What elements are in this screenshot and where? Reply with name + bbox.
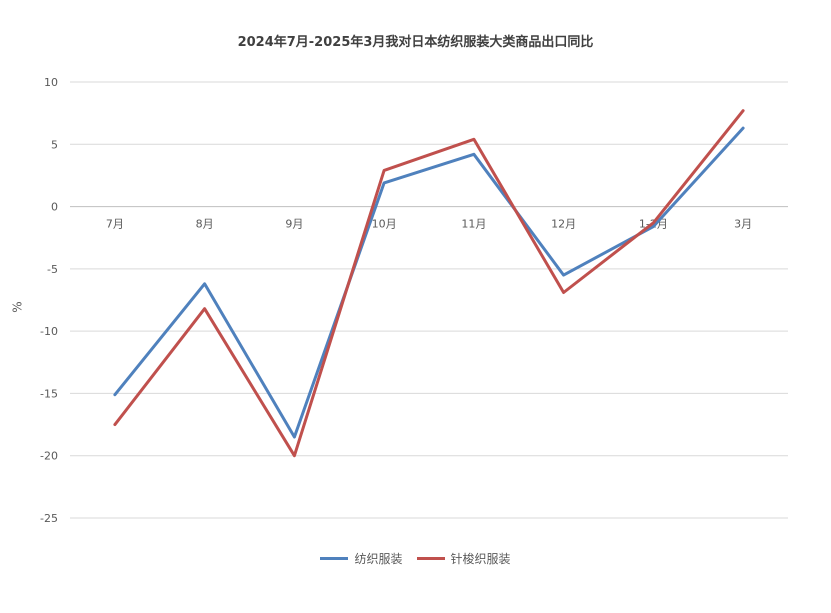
legend-item-series-2: 针梭织服装 [416,550,511,567]
legend-swatch-series-2 [416,557,445,560]
y-tick-label: -5 [47,263,58,276]
y-tick-label: -10 [40,325,58,338]
x-tick-label: 7月 [106,218,124,231]
y-tick-label: 0 [51,201,58,214]
legend-label-series-2: 针梭织服装 [450,552,511,566]
series-line-1 [113,126,745,439]
y-tick-label: -20 [40,450,58,463]
legend-item-series-1: 纺织服装 [320,550,403,567]
grid-lines [70,81,788,519]
x-tick-label: 12月 [551,218,576,231]
y-tick-label: -25 [40,512,58,525]
series-lines [113,109,745,458]
legend-swatch-series-1 [320,557,349,560]
legend: 纺织服装 针梭织服装 [0,550,831,567]
x-tick-label: 10月 [372,218,397,231]
chart-title: 2024年7月-2025年3月我对日本纺织服装大类商品出口同比 [237,35,594,50]
x-tick-label: 3月 [734,218,752,231]
y-tick-labels: 10 5 0 -5 -10 -15 -20 -25 [40,76,58,525]
x-tick-label: 8月 [196,218,214,231]
x-tick-label: 9月 [285,218,303,231]
y-tick-label: 5 [51,138,58,151]
legend-label-series-1: 纺织服装 [354,552,403,566]
x-tick-labels: 7月 8月 9月 10月 11月 12月 1-2月 3月 [106,218,752,231]
x-tick-label: 11月 [461,218,486,231]
series-line-2 [113,109,745,458]
y-tick-label: -15 [40,387,58,400]
y-tick-label: 10 [44,76,58,89]
